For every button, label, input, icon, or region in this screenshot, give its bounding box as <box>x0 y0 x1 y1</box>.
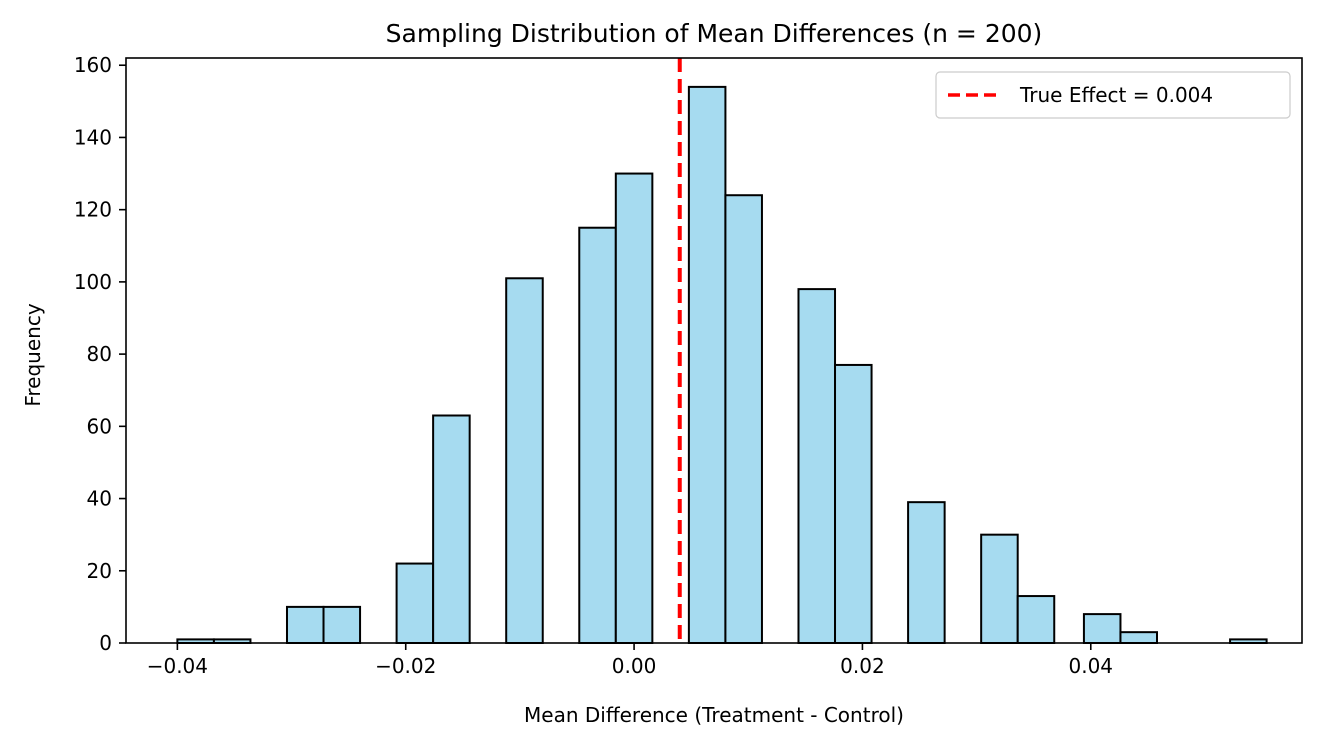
y-tick-label: 0 <box>99 631 112 655</box>
histogram-bar <box>322 605 362 645</box>
x-tick-label: 0.00 <box>612 654 657 678</box>
histogram-bar <box>724 194 763 644</box>
y-tick-label: 40 <box>87 487 112 511</box>
histogram-bar <box>797 288 837 644</box>
histogram-bar <box>395 562 435 644</box>
x-tick-label: 0.04 <box>1069 654 1114 678</box>
y-tick-label: 20 <box>87 559 112 583</box>
histogram-bar <box>1016 595 1056 644</box>
histogram-bar <box>834 363 873 644</box>
y-tick-label: 60 <box>87 414 112 438</box>
y-tick-label: 120 <box>74 198 112 222</box>
histogram-bar <box>505 277 544 644</box>
histogram-bar <box>285 605 325 645</box>
histogram-bar <box>907 501 946 644</box>
y-tick-label: 100 <box>74 270 112 294</box>
x-tick-label: −0.02 <box>375 654 436 678</box>
y-tick-label: 140 <box>74 125 112 149</box>
histogram-bar <box>1082 613 1122 644</box>
plot-frame <box>125 57 1303 644</box>
histogram-bar <box>578 226 617 644</box>
legend-entry-label: True Effect = 0.004 <box>1019 83 1213 107</box>
histogram-bar <box>432 414 471 644</box>
histogram-bar <box>614 172 654 645</box>
bars-layer <box>176 85 1268 645</box>
legend-frame <box>935 71 1291 119</box>
x-tick-label: 0.02 <box>840 654 885 678</box>
y-axis-label: Frequency <box>21 303 45 406</box>
axes-layer: −0.04 −0.02 0.00 0.02 0.04 0 20 40 60 80 100 120 140… <box>74 53 1303 678</box>
y-tick-label: 160 <box>74 53 112 77</box>
chart-title: Sampling Distribution of Mean Difference… <box>386 19 1043 48</box>
x-axis-label: Mean Difference (Treatment - Control) <box>524 703 904 727</box>
histogram-bar <box>1119 631 1158 645</box>
histogram-bar <box>687 85 727 644</box>
histogram-bar <box>980 533 1019 645</box>
legend: True Effect = 0.004 <box>935 71 1291 119</box>
y-tick-label: 80 <box>87 342 112 366</box>
x-tick-label: −0.04 <box>147 654 208 678</box>
